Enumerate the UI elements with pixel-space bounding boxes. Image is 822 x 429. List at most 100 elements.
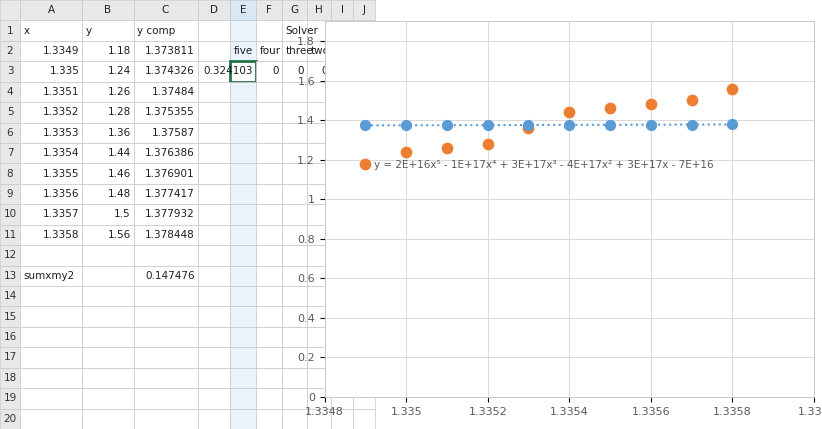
Bar (0, 327, 20, 347)
Bar (353, 327, 375, 347)
Point (522, 121, 535, 128)
Bar (0, 286, 20, 306)
Text: 1.28: 1.28 (108, 107, 131, 118)
Text: four: four (260, 46, 281, 56)
Bar (133, 306, 197, 327)
Bar (197, 204, 230, 225)
Bar (307, 388, 331, 408)
Bar (353, 225, 375, 245)
Text: two: two (311, 46, 330, 56)
Text: 1: 1 (7, 26, 13, 36)
Bar (197, 143, 230, 163)
Text: 1.377932: 1.377932 (145, 209, 195, 220)
Bar (82, 163, 133, 184)
Point (441, 122, 454, 129)
Bar (133, 327, 197, 347)
Text: 1.26: 1.26 (108, 87, 131, 97)
Bar (353, 0, 375, 21)
Bar (307, 225, 331, 245)
Bar (282, 408, 307, 429)
Text: 1.3355: 1.3355 (43, 169, 80, 178)
Text: 1.18: 1.18 (108, 46, 131, 56)
Bar (282, 204, 307, 225)
Bar (307, 204, 331, 225)
Bar (197, 368, 230, 388)
Point (481, 141, 494, 148)
Bar (197, 266, 230, 286)
Bar (20, 123, 82, 143)
Bar (307, 347, 331, 368)
Bar (82, 388, 133, 408)
Text: 0: 0 (272, 66, 279, 76)
Bar (82, 123, 133, 143)
Bar (197, 286, 230, 306)
Text: 0: 0 (344, 66, 350, 76)
Text: 1.48: 1.48 (108, 189, 131, 199)
Bar (0, 204, 20, 225)
Bar (282, 286, 307, 306)
Text: x: x (24, 26, 30, 36)
Text: I: I (340, 5, 344, 15)
Bar (230, 388, 256, 408)
Bar (133, 41, 197, 61)
Point (441, 145, 454, 151)
Bar (0, 245, 20, 266)
Bar (82, 408, 133, 429)
Point (685, 121, 698, 128)
Bar (133, 204, 197, 225)
Bar (0, 41, 20, 61)
Bar (20, 21, 82, 41)
Text: 1.374326: 1.374326 (145, 66, 195, 76)
Bar (331, 368, 353, 388)
Bar (0, 143, 20, 163)
Bar (20, 306, 82, 327)
Text: 0: 0 (321, 66, 328, 76)
Bar (230, 225, 256, 245)
Bar (331, 266, 353, 286)
Point (603, 121, 616, 128)
Bar (133, 347, 197, 368)
Bar (256, 286, 282, 306)
Text: 1.56: 1.56 (108, 230, 131, 240)
Text: E: E (240, 5, 247, 15)
Bar (353, 388, 375, 408)
Text: 4: 4 (7, 87, 13, 97)
Bar (82, 184, 133, 204)
Text: 1.3351: 1.3351 (43, 87, 80, 97)
Bar (282, 347, 307, 368)
Bar (133, 143, 197, 163)
Bar (82, 225, 133, 245)
Bar (197, 347, 230, 368)
Point (726, 85, 739, 92)
Text: 9: 9 (7, 189, 13, 199)
Bar (0, 0, 20, 21)
Text: 3: 3 (7, 66, 13, 76)
Bar (20, 266, 82, 286)
Bar (20, 41, 82, 61)
Bar (331, 388, 353, 408)
Bar (230, 82, 256, 102)
Bar (331, 225, 353, 245)
Bar (133, 123, 197, 143)
Bar (282, 184, 307, 204)
Bar (353, 143, 375, 163)
Bar (82, 21, 133, 41)
Bar (82, 368, 133, 388)
Bar (256, 388, 282, 408)
Bar (331, 204, 353, 225)
Bar (282, 102, 307, 123)
Bar (82, 347, 133, 368)
Text: 1.24: 1.24 (108, 66, 131, 76)
Text: 1.376901: 1.376901 (145, 169, 195, 178)
Text: 1.378448: 1.378448 (145, 230, 195, 240)
Bar (353, 204, 375, 225)
Bar (82, 266, 133, 286)
Bar (331, 163, 353, 184)
Point (603, 105, 616, 112)
Bar (133, 163, 197, 184)
Point (644, 121, 658, 128)
Bar (230, 184, 256, 204)
Bar (20, 82, 82, 102)
Bar (282, 143, 307, 163)
Bar (230, 408, 256, 429)
